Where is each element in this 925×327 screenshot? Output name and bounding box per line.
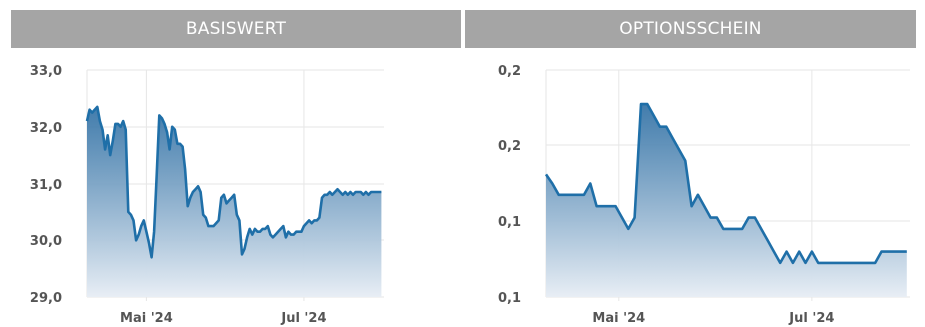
- series-area: [546, 104, 907, 297]
- series-line: [85, 105, 382, 259]
- panel-title-basiswert: BASISWERT: [185, 19, 287, 39]
- y-tick-label: 0,2: [498, 64, 521, 79]
- y-tick-label: 29,0: [30, 291, 62, 306]
- x-tick-label: Mai '24: [592, 311, 645, 326]
- x-tick-label: Jul '24: [280, 311, 326, 326]
- x-tick-label: Mai '24: [120, 311, 173, 326]
- panel-header-basiswert: BASISWERT: [11, 10, 461, 48]
- panel-header-optionsschein: OPTIONSSCHEIN: [465, 10, 916, 48]
- y-tick-label: 0,2: [498, 139, 521, 154]
- series-line: [544, 102, 907, 265]
- y-tick-label: 0,1: [498, 291, 521, 306]
- y-tick-label: 0,1: [498, 215, 521, 230]
- y-tick-label: 33,0: [30, 64, 62, 79]
- chart-basiswert: 33,0 32,0 31,0 30,0 29,0 Mai '24 Jul '24: [30, 64, 384, 326]
- x-tick-label: Jul '24: [788, 311, 834, 326]
- y-tick-label: 30,0: [30, 234, 62, 249]
- chart-optionsschein: 0,2 0,2 0,1 0,1 Mai '24 Jul '24: [498, 64, 910, 326]
- panel-title-optionsschein: OPTIONSSCHEIN: [619, 19, 762, 39]
- y-tick-label: 32,0: [30, 121, 62, 136]
- y-tick-label: 31,0: [30, 178, 62, 193]
